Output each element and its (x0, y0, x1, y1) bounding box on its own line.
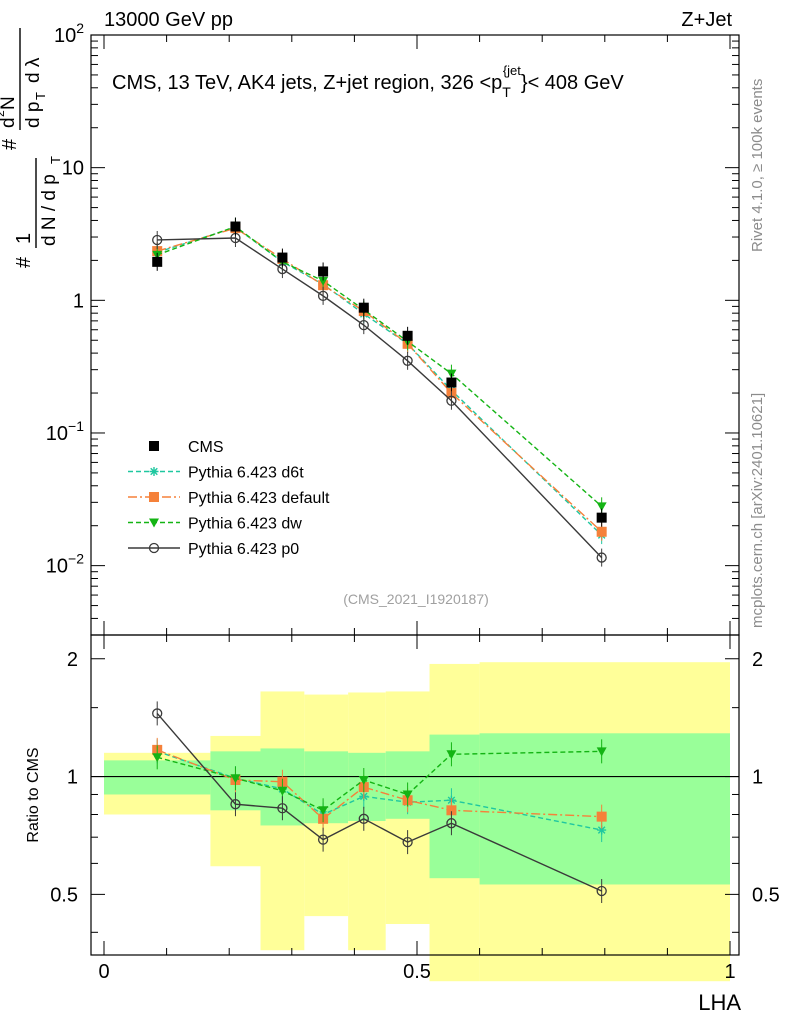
ratio-plot-frame (90, 634, 740, 956)
y-label-t: T (48, 156, 63, 164)
point-cms-7 (596, 512, 607, 523)
ratio-series-layer (152, 701, 607, 904)
plot-title-sub: T (502, 84, 511, 100)
y-tick-label-2: 1 (73, 290, 84, 312)
ratio-point-pythia-6-423-dw-4 (358, 775, 369, 785)
legend-label-pythia-6-423-dw: Pythia 6.423 dw (188, 516, 302, 533)
mcplots-label: mcplots.cern.ch [arXiv:2401.10621] (749, 393, 766, 628)
ratio-point-pythia-6-423-dw-6 (446, 750, 457, 760)
ratio-y-label: Ratio to CMS (25, 747, 42, 842)
ratio-point-pythia-6-423-dw-7 (596, 747, 607, 757)
ratio-point-pythia-6-423-dw-1 (230, 774, 241, 784)
y-label-t2: T (33, 92, 48, 100)
point-pythia-6-423-p0-3 (317, 290, 329, 302)
legend-marker-cms (149, 441, 159, 451)
ratio-point-pythia-6-423-dw-3 (318, 806, 329, 816)
legend-label-pythia-6-423-default: Pythia 6.423 default (188, 490, 330, 507)
ratio-point-pythia-6-423-p0-5 (402, 836, 413, 848)
legend-label-pythia-6-423-p0: Pythia 6.423 p0 (188, 541, 299, 558)
y-label-n: N (0, 96, 19, 110)
x-tick-label-0: 0 (98, 961, 109, 983)
rivet-version-label: Rivet 4.1.0, ≥ 100k events (749, 79, 766, 252)
y-label-hash-1: # (13, 256, 35, 268)
ratio-point-pythia-6-423-dw-0 (152, 753, 163, 763)
point-pythia-6-423-default-7 (596, 526, 607, 537)
series-line-pythia-6-423-p0 (157, 237, 603, 559)
main-series-layer (152, 217, 607, 567)
ratio-line-pythia-6-423-p0 (156, 712, 602, 892)
plot-title-main: CMS, 13 TeV, AK4 jets, Z+jet region, 326… (112, 72, 502, 94)
ratio-point-pythia-6-423-p0-2 (277, 803, 288, 814)
series-line-pythia-6-423-dw (156, 225, 603, 507)
x-tick-label-2: 1 (724, 961, 735, 983)
point-cms-1 (230, 221, 241, 232)
x-axis-label: LHA (698, 990, 741, 1015)
ratio-point-pythia-6-423-p0-3 (317, 834, 329, 845)
plot-title-sup: {jet (503, 63, 521, 78)
ratio-tick-label-right-0: 2 (752, 649, 763, 671)
beam-label: 13000 GeV pp (104, 9, 233, 31)
y-tick-label-1: 10 (62, 158, 84, 180)
legend-marker-pythia-6-423-default (149, 492, 159, 502)
y-label-d: d (0, 117, 19, 128)
ratio-tick-label-right-2: 0.5 (752, 884, 780, 906)
point-pythia-6-423-p0-5 (402, 355, 413, 366)
axis-ticks: 0 0.5 1 102 10 1 10−1 10−2 2 2 1 1 0.5 0.5 (46, 20, 780, 983)
legend-marker-pythia-6-423-p0 (148, 542, 160, 554)
ratio-point-pythia-6-423-default-7 (596, 811, 607, 822)
point-pythia-6-423-p0-4 (358, 319, 369, 331)
point-cms-3 (318, 266, 329, 277)
ratio-tick-label-left-0: 2 (67, 649, 78, 671)
point-cms-5 (402, 330, 413, 341)
y-tick-label-0: 102 (54, 20, 84, 47)
legend-marker-pythia-6-423-dw (149, 518, 159, 528)
ratio-uncertainty-bands (91, 662, 739, 982)
point-pythia-6-423-dw-7 (596, 502, 607, 512)
ratio-point-pythia-6-423-p0-4 (358, 813, 369, 824)
plot-title: CMS, 13 TeV, AK4 jets, Z+jet region, 326… (112, 63, 624, 100)
x-tick-label-1: 0.5 (403, 961, 431, 983)
point-pythia-6-423-p0-7 (596, 552, 607, 563)
ratio-point-pythia-6-423-dw-5 (402, 790, 413, 800)
y-tick-label-4: 10−2 (46, 551, 84, 578)
y-label-one: 1 (13, 233, 35, 244)
legend-label-pythia-6-423-d6t: Pythia 6.423 d6t (188, 465, 304, 482)
legend: CMS Pythia 6.423 d6t Pythia 6.423 default P… (128, 439, 330, 558)
legend-label-cms: CMS (188, 439, 224, 456)
y-tick-label-3: 10−1 (46, 418, 84, 445)
point-cms-6 (446, 377, 457, 388)
y-label-dn: d N / d p (39, 174, 60, 246)
series-line-pythia-6-423-default (157, 227, 603, 533)
ratio-tick-label-right-1: 1 (752, 767, 763, 789)
ratio-point-pythia-6-423-p0-7 (596, 885, 607, 897)
ratio-tick-label-left-2: 0.5 (50, 884, 78, 906)
analysis-id: (CMS_2021_I1920187) (343, 591, 489, 607)
ratio-point-pythia-6-423-default-6 (446, 805, 457, 816)
ratio-point-pythia-6-423-d6t-7 (597, 825, 607, 835)
band-outer-4 (348, 692, 386, 951)
y-axis-label: # 1 d N / d p T # d 2 N d p T d λ (0, 28, 63, 268)
point-pythia-6-423-p0-0 (152, 234, 163, 246)
ratio-tick-label-left-1: 1 (67, 767, 78, 789)
legend-marker-pythia-6-423-d6t (149, 467, 159, 476)
y-label-hash-2: # (0, 138, 21, 150)
y-label-two: 2 (0, 110, 7, 117)
ratio-point-pythia-6-423-dw-2 (277, 786, 288, 796)
plot-title-tail: }< 408 GeV (521, 72, 625, 94)
band-inner-7 (479, 733, 730, 885)
point-cms-4 (358, 302, 369, 313)
ratio-point-pythia-6-423-p0-0 (152, 708, 163, 719)
ratio-point-pythia-6-423-p0-6 (446, 818, 457, 829)
point-cms-0 (152, 256, 163, 267)
ratio-point-pythia-6-423-p0-1 (230, 799, 241, 810)
process-label: Z+Jet (681, 9, 732, 31)
point-pythia-6-423-p0-6 (446, 395, 457, 406)
band-inner-3 (304, 751, 349, 824)
point-cms-2 (277, 252, 288, 263)
point-pythia-6-423-dw-3 (318, 276, 329, 286)
y-label-dlambda: d λ (23, 57, 44, 83)
ratio-line-pythia-6-423-dw (157, 750, 602, 812)
y-label-dp: d p (23, 102, 44, 128)
